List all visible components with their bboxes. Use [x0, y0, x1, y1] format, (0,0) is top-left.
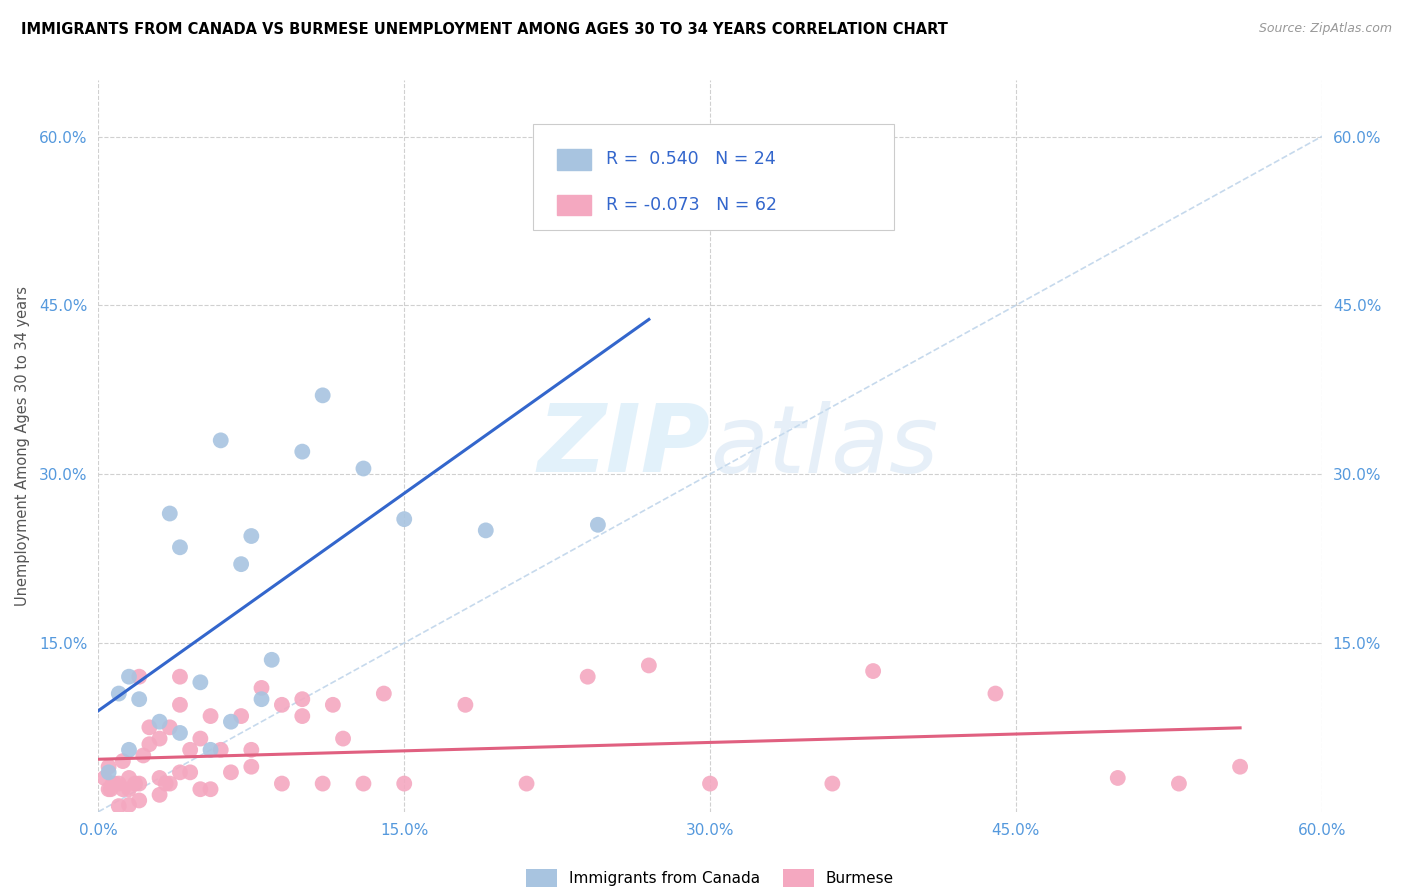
Point	[240, 529, 263, 543]
Y-axis label: Unemployment Among Ages 30 to 34 years: Unemployment Among Ages 30 to 34 years	[15, 286, 31, 606]
Text: IMMIGRANTS FROM CANADA VS BURMESE UNEMPLOYMENT AMONG AGES 30 TO 34 YEARS CORRELA: IMMIGRANTS FROM CANADA VS BURMESE UNEMPL…	[21, 22, 948, 37]
Point	[124, 776, 146, 790]
Point	[392, 512, 416, 526]
Point	[291, 709, 314, 723]
Point	[138, 720, 160, 734]
Point	[392, 776, 416, 790]
Point	[138, 737, 160, 751]
Point	[352, 461, 374, 475]
Point	[474, 524, 498, 538]
Point	[862, 664, 884, 678]
Point	[332, 731, 354, 746]
Point	[97, 782, 120, 797]
Point	[104, 776, 127, 790]
Legend: Immigrants from Canada, Burmese: Immigrants from Canada, Burmese	[520, 863, 900, 892]
Point	[128, 692, 150, 706]
Point	[250, 692, 273, 706]
Point	[586, 517, 609, 532]
Point	[454, 698, 477, 712]
Point	[270, 776, 294, 790]
Point	[638, 180, 661, 194]
Point	[1229, 760, 1251, 774]
Point	[821, 776, 844, 790]
Text: atlas: atlas	[710, 401, 938, 491]
FancyBboxPatch shape	[557, 149, 592, 169]
Point	[312, 776, 335, 790]
Point	[128, 776, 150, 790]
Point	[159, 776, 181, 790]
Point	[93, 771, 115, 785]
Point	[111, 754, 134, 768]
Point	[1107, 771, 1129, 785]
Point	[231, 709, 253, 723]
Text: Source: ZipAtlas.com: Source: ZipAtlas.com	[1258, 22, 1392, 36]
Point	[219, 765, 242, 780]
Point	[108, 776, 131, 790]
Point	[188, 675, 212, 690]
Text: ZIP: ZIP	[537, 400, 710, 492]
Point	[169, 698, 191, 712]
Point	[149, 788, 172, 802]
Point	[260, 653, 283, 667]
Point	[219, 714, 242, 729]
Point	[97, 760, 120, 774]
Point	[240, 743, 263, 757]
Point	[1167, 776, 1189, 790]
Point	[188, 731, 212, 746]
Point	[209, 743, 232, 757]
Point	[188, 782, 212, 797]
Point	[240, 760, 263, 774]
Point	[373, 687, 395, 701]
Point	[270, 698, 294, 712]
Point	[108, 687, 131, 701]
Point	[231, 557, 253, 571]
Point	[169, 670, 191, 684]
Point	[179, 765, 201, 780]
Point	[200, 743, 222, 757]
Point	[322, 698, 344, 712]
Point	[352, 776, 374, 790]
Text: R = -0.073   N = 62: R = -0.073 N = 62	[606, 196, 778, 214]
Point	[100, 782, 122, 797]
Point	[200, 782, 222, 797]
Point	[638, 658, 661, 673]
Point	[155, 776, 177, 790]
Point	[169, 726, 191, 740]
Point	[576, 670, 599, 684]
Point	[291, 692, 314, 706]
Point	[111, 782, 134, 797]
Point	[149, 714, 172, 729]
Point	[699, 776, 721, 790]
Point	[179, 743, 201, 757]
Point	[149, 771, 172, 785]
Point	[516, 776, 538, 790]
Point	[209, 434, 232, 448]
Point	[128, 670, 150, 684]
Point	[101, 776, 124, 790]
Point	[159, 720, 181, 734]
Point	[128, 793, 150, 807]
Point	[118, 771, 141, 785]
Point	[291, 444, 314, 458]
Text: R =  0.540   N = 24: R = 0.540 N = 24	[606, 151, 776, 169]
Point	[169, 765, 191, 780]
Point	[132, 748, 155, 763]
Point	[108, 799, 131, 814]
Point	[118, 670, 141, 684]
Point	[118, 782, 141, 797]
Point	[149, 731, 172, 746]
Point	[200, 709, 222, 723]
Point	[312, 388, 335, 402]
Point	[169, 541, 191, 555]
FancyBboxPatch shape	[557, 194, 592, 215]
Point	[97, 765, 120, 780]
FancyBboxPatch shape	[533, 124, 893, 230]
Point	[984, 687, 1007, 701]
Point	[118, 797, 141, 812]
Point	[159, 507, 181, 521]
Point	[250, 681, 273, 695]
Point	[118, 743, 141, 757]
